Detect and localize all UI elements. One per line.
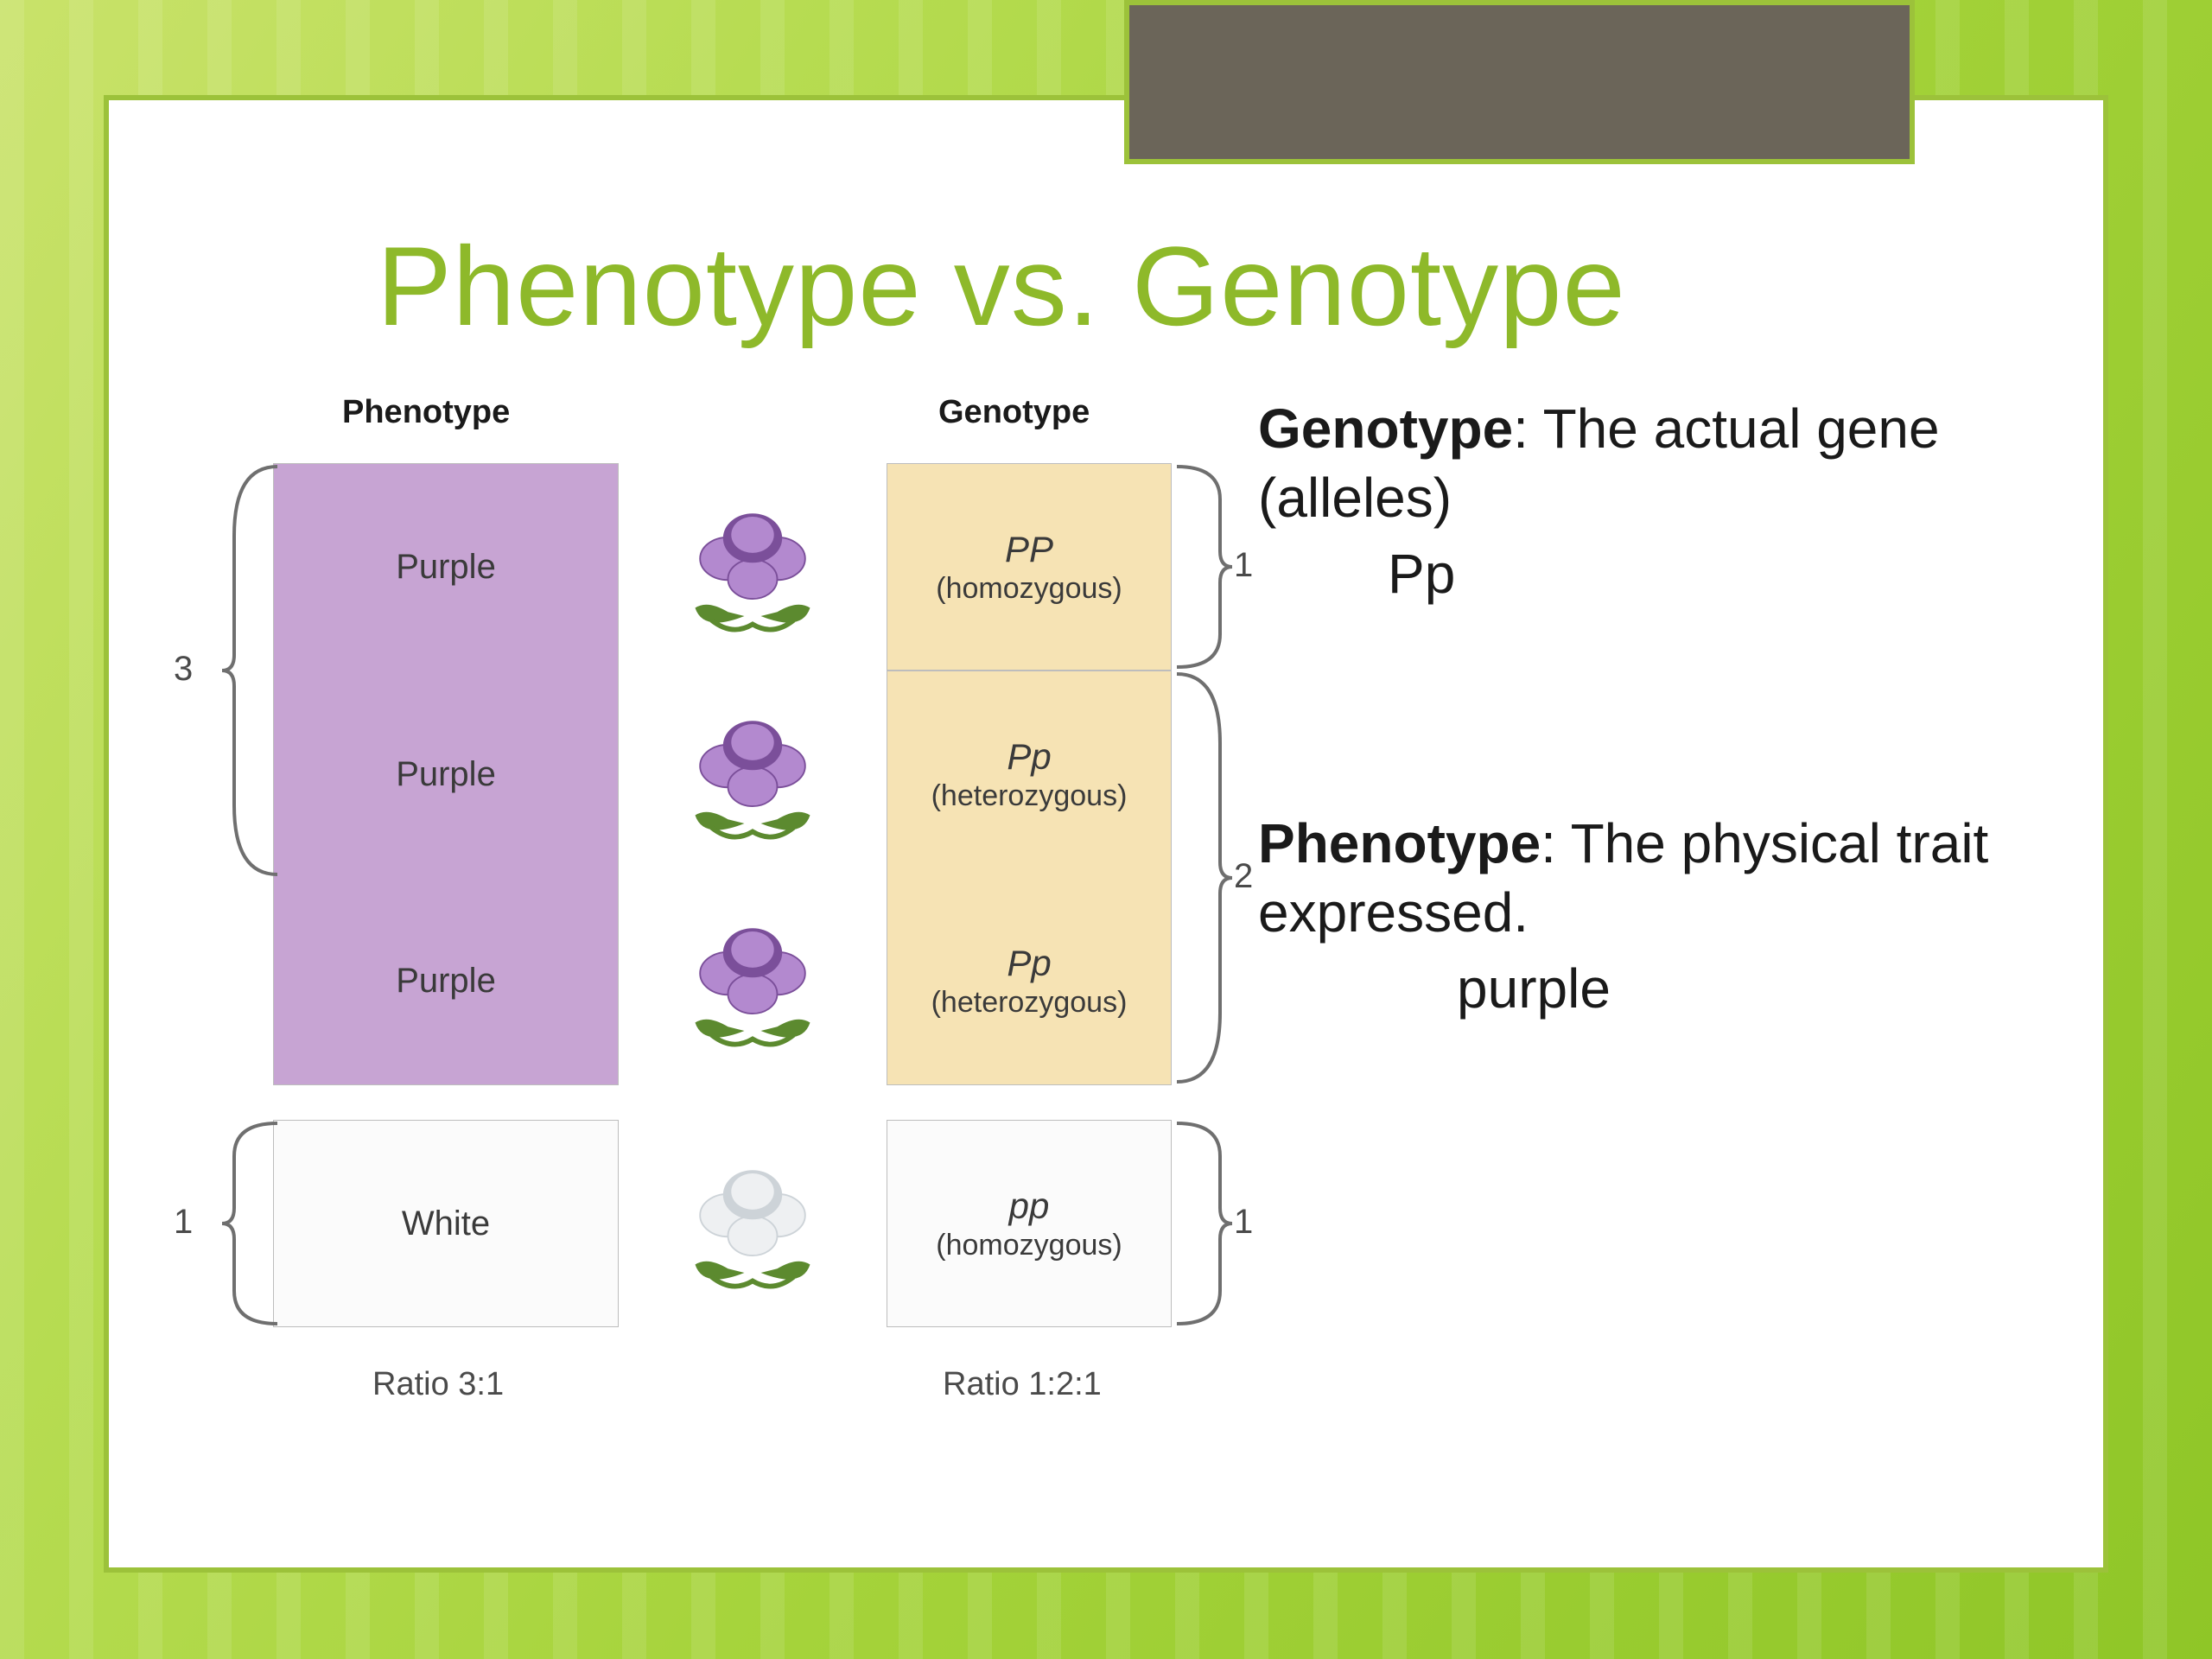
brace-right <box>1177 1120 1237 1332</box>
brace-right-label: 1 <box>1234 1203 1253 1242</box>
genotype-cell: Pp(heterozygous) <box>887 878 1172 1085</box>
genotype-cell: Pp(heterozygous) <box>887 671 1172 878</box>
phenotype-cell: Purple <box>273 463 619 671</box>
phenotype-definition: Phenotype: The physical trait expressed.… <box>1258 809 2070 1023</box>
column-header-phenotype: Phenotype <box>342 394 510 431</box>
phenotype-cell: White <box>273 1120 619 1327</box>
genotype-definition: Genotype: The actual gene (alleles) Pp <box>1258 394 2070 608</box>
brace-left-label: 3 <box>174 650 193 689</box>
genotype-lead: Genotype <box>1258 397 1513 460</box>
flower-icon <box>653 878 852 1085</box>
ribbon-accent <box>1124 0 1915 164</box>
brace-right-label: 1 <box>1234 546 1253 585</box>
brace-left-label: 1 <box>174 1203 193 1242</box>
phenotype-genotype-diagram: Phenotype Genotype Purple PP(homozygous)… <box>169 394 1249 1483</box>
slide-title: Phenotype vs. Genotype <box>377 221 1626 351</box>
flower-icon <box>653 671 852 878</box>
brace-right <box>1177 463 1237 675</box>
genotype-cell: PP(homozygous) <box>887 463 1172 671</box>
phenotype-cell: Purple <box>273 878 619 1085</box>
genotype-cell: pp(homozygous) <box>887 1120 1172 1327</box>
ratio-genotype: Ratio 1:2:1 <box>943 1366 1102 1403</box>
flower-icon <box>653 463 852 671</box>
brace-right <box>1177 671 1237 1090</box>
column-header-genotype: Genotype <box>938 394 1090 431</box>
phenotype-cell: Purple <box>273 671 619 878</box>
brace-left <box>217 1120 277 1332</box>
genotype-example: Pp <box>1388 539 2070 608</box>
brace-left <box>217 463 277 882</box>
slide-card: Phenotype vs. Genotype Genotype: The act… <box>104 95 2108 1573</box>
phenotype-example: purple <box>1457 954 2070 1023</box>
phenotype-lead: Phenotype <box>1258 812 1541 874</box>
flower-icon <box>653 1120 852 1327</box>
brace-right-label: 2 <box>1234 857 1253 896</box>
ratio-phenotype: Ratio 3:1 <box>372 1366 504 1403</box>
